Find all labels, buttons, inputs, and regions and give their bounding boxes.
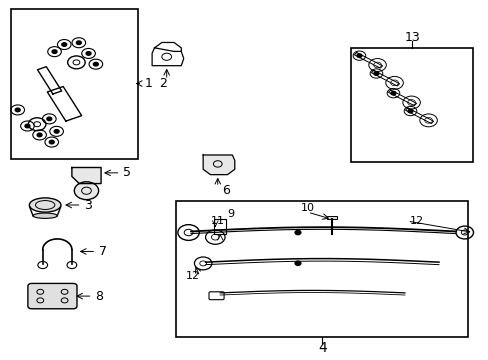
Bar (326, 216, 336, 219)
Circle shape (76, 41, 81, 45)
Bar (11, 9, 137, 158)
Circle shape (52, 50, 57, 53)
Circle shape (74, 182, 99, 200)
Ellipse shape (33, 213, 57, 219)
Polygon shape (72, 167, 101, 184)
Text: 7: 7 (99, 245, 106, 258)
Text: 9: 9 (227, 209, 234, 219)
Text: 12: 12 (409, 216, 423, 226)
Circle shape (15, 108, 20, 112)
Circle shape (47, 117, 52, 121)
Polygon shape (203, 155, 234, 175)
Circle shape (373, 72, 378, 75)
Circle shape (49, 140, 54, 144)
Bar (214, 219, 225, 234)
Circle shape (407, 109, 412, 113)
Bar (351, 48, 472, 162)
Text: 4: 4 (317, 341, 326, 355)
Circle shape (86, 51, 91, 55)
Text: 8: 8 (95, 289, 103, 303)
Circle shape (294, 230, 300, 235)
Text: 3: 3 (84, 198, 92, 212)
Circle shape (356, 54, 361, 58)
Text: 13: 13 (404, 31, 419, 44)
Circle shape (390, 91, 395, 95)
Text: 12: 12 (186, 271, 200, 282)
Circle shape (61, 43, 66, 46)
Circle shape (37, 133, 42, 137)
Bar (176, 202, 467, 337)
Circle shape (25, 124, 30, 128)
Circle shape (93, 62, 98, 66)
FancyBboxPatch shape (28, 283, 77, 309)
Circle shape (54, 130, 59, 133)
Text: 2: 2 (159, 77, 167, 90)
Ellipse shape (35, 201, 55, 210)
Ellipse shape (29, 198, 61, 212)
Text: 5: 5 (122, 166, 131, 179)
Text: 6: 6 (222, 184, 230, 197)
Text: 11: 11 (210, 216, 224, 226)
Circle shape (294, 261, 300, 265)
Text: 1: 1 (144, 77, 152, 90)
Text: 10: 10 (300, 203, 314, 212)
